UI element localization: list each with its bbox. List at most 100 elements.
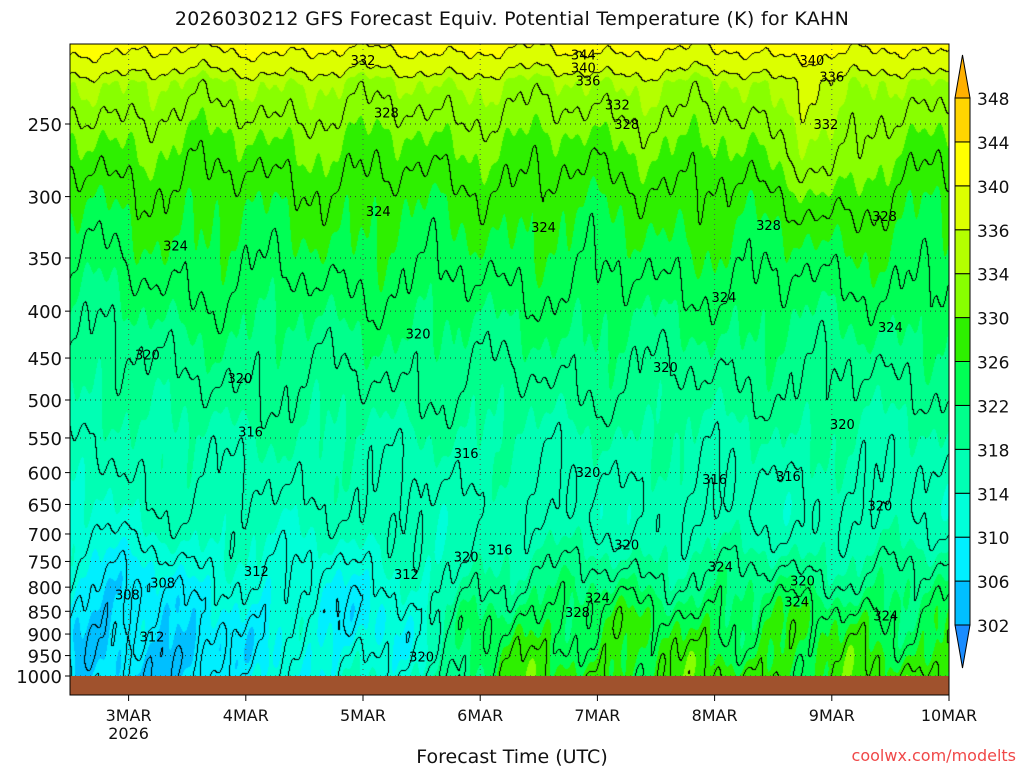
contour-label: 316 xyxy=(702,473,727,488)
x-tick-label: 5MAR xyxy=(340,706,386,725)
contour-label: 316 xyxy=(776,470,801,485)
contour-label: 332 xyxy=(351,54,376,69)
credit-link[interactable]: coolwx.com/modelts xyxy=(851,746,1016,765)
x-axis-label: Forecast Time (UTC) xyxy=(416,746,608,768)
contour-label: 328 xyxy=(756,219,781,234)
contour-label: 320 xyxy=(228,372,253,387)
contour-label: 328 xyxy=(374,107,399,122)
colorbar-bin xyxy=(954,97,971,143)
colorbar-bin xyxy=(954,229,971,275)
y-tick-label: 450 xyxy=(28,349,62,370)
colorbar-bin xyxy=(954,273,971,319)
ground-band xyxy=(70,676,949,695)
colorbar-upper-arrow xyxy=(954,54,971,99)
contour-label: 320 xyxy=(135,348,160,363)
y-tick-label: 650 xyxy=(28,495,62,516)
contour-label: 324 xyxy=(878,321,903,336)
y-tick-label: 900 xyxy=(28,625,62,646)
colorbar-bin xyxy=(954,141,971,187)
contour-label: 344 xyxy=(571,49,596,64)
contour-label: 320 xyxy=(409,650,434,665)
colorbar-bin xyxy=(954,536,971,582)
y-tick-label: 850 xyxy=(28,602,62,623)
y-tick-label: 600 xyxy=(28,464,62,485)
y-tick-label: 550 xyxy=(28,429,62,450)
y-tick-label: 350 xyxy=(28,249,62,270)
contour-label: 324 xyxy=(163,239,188,254)
contour-label: 320 xyxy=(614,539,639,554)
contour-label: 320 xyxy=(830,418,855,433)
colorbar-bin xyxy=(954,361,971,406)
colorbar-label: 334 xyxy=(977,266,1009,286)
y-tick-label: 700 xyxy=(28,525,62,546)
x-tick-label: 3MAR xyxy=(106,706,152,725)
contour-label: 312 xyxy=(140,631,165,646)
contour-label: 320 xyxy=(576,466,601,481)
contour-label: 340 xyxy=(571,62,596,77)
y-tick-label: 500 xyxy=(28,391,62,412)
contour-label: 308 xyxy=(115,589,140,604)
contour-label: 316 xyxy=(488,544,513,559)
colorbar-label: 314 xyxy=(977,485,1009,505)
contour-label: 324 xyxy=(784,595,809,610)
colorbar-label: 302 xyxy=(977,617,1009,637)
colorbar-bin xyxy=(954,448,971,494)
colorbar-label: 348 xyxy=(977,90,1009,110)
colorbar-label: 336 xyxy=(977,222,1009,242)
contour-label: 320 xyxy=(653,361,678,376)
x-tick-label: 10MAR xyxy=(921,706,977,725)
y-tick-label: 400 xyxy=(28,302,62,323)
contour-label: 336 xyxy=(819,71,844,86)
contour-label: 324 xyxy=(708,561,733,576)
x-tick-label: 6MAR xyxy=(457,706,503,725)
contour-label: 312 xyxy=(394,568,419,583)
contour-label: 320 xyxy=(406,327,431,342)
contour-label: 324 xyxy=(873,609,898,624)
contour-field xyxy=(70,44,949,676)
plot-frame xyxy=(69,43,950,696)
colorbar-label: 340 xyxy=(977,178,1009,198)
colorbar: 302 306 310 314 318 322 326 330 334 336 340 344 348 xyxy=(954,54,1009,669)
grid-lines xyxy=(70,44,950,695)
contour-label: 320 xyxy=(790,575,815,590)
contour-label: 328 xyxy=(872,210,897,225)
contour-label: 336 xyxy=(576,74,601,89)
colorbar-label: 310 xyxy=(977,529,1009,549)
x-tick-sublabel: 2026 xyxy=(108,724,149,743)
colorbar-label: 322 xyxy=(977,397,1009,417)
contour-label: 320 xyxy=(454,551,479,566)
x-tick-label: 4MAR xyxy=(223,706,269,725)
contour-label: 320 xyxy=(867,500,892,515)
contour-label: 324 xyxy=(531,221,556,236)
colorbar-bin xyxy=(954,580,971,626)
colorbar-bin xyxy=(954,317,971,363)
contour-label: 316 xyxy=(238,425,263,440)
contour-label: 340 xyxy=(799,54,824,69)
contour-label: 324 xyxy=(585,591,610,606)
colorbar-label: 326 xyxy=(977,354,1009,374)
x-tick-label: 7MAR xyxy=(574,706,620,725)
colorbar-bin xyxy=(954,492,971,538)
y-tick-label: 250 xyxy=(28,115,62,136)
contour-label: 312 xyxy=(244,565,269,580)
contour-label: 308 xyxy=(150,577,175,592)
y-tick-label: 800 xyxy=(28,578,62,599)
contour-label: 332 xyxy=(814,118,839,133)
y-tick-label: 750 xyxy=(28,552,62,573)
colorbar-label: 330 xyxy=(977,310,1009,330)
y-tick-label: 300 xyxy=(28,188,62,209)
contour-label: 332 xyxy=(605,98,630,113)
x-tick-label: 9MAR xyxy=(809,706,855,725)
colorbar-bin xyxy=(954,404,971,450)
x-tick-label: 8MAR xyxy=(692,706,738,725)
contour-label: 324 xyxy=(712,291,737,306)
colorbar-lower-arrow xyxy=(954,624,971,669)
y-tick-label: 1000 xyxy=(16,667,62,688)
colorbar-label: 318 xyxy=(977,441,1009,461)
colorbar-label: 306 xyxy=(977,573,1009,593)
contour-label: 328 xyxy=(614,118,639,133)
y-axis: 250 300 350 400 450 500 550 600 650 700 750 800 8509… xyxy=(16,115,70,688)
